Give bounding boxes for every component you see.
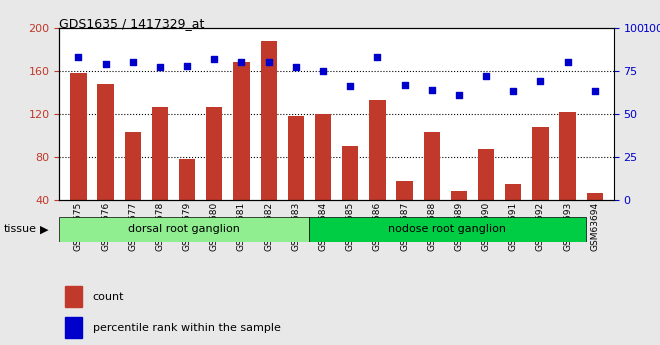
Bar	[206, 107, 222, 243]
Point	[480, 73, 491, 79]
Point	[100, 61, 111, 67]
Text: percentile rank within the sample: percentile rank within the sample	[92, 323, 280, 333]
Point	[562, 59, 573, 65]
Point	[399, 82, 410, 87]
Point	[154, 65, 165, 70]
Bar	[451, 191, 467, 243]
Bar	[179, 159, 195, 243]
Point	[290, 65, 301, 70]
FancyBboxPatch shape	[309, 217, 586, 241]
Text: nodose root ganglion: nodose root ganglion	[389, 225, 506, 234]
Text: tissue: tissue	[3, 225, 36, 234]
Point	[182, 63, 193, 68]
Point	[372, 54, 383, 60]
Text: ▶: ▶	[40, 225, 48, 234]
Bar	[152, 107, 168, 243]
Bar	[288, 116, 304, 243]
Text: GDS1635 / 1417329_at: GDS1635 / 1417329_at	[59, 17, 205, 30]
Bar	[65, 286, 82, 307]
Point	[345, 83, 356, 89]
Bar	[70, 73, 86, 243]
Bar	[234, 62, 249, 243]
Bar	[315, 114, 331, 243]
Bar	[65, 317, 82, 338]
Bar	[98, 84, 114, 243]
Bar	[505, 184, 521, 243]
Bar	[125, 132, 141, 243]
Point	[263, 59, 274, 65]
Point	[73, 54, 84, 60]
Bar	[369, 100, 385, 243]
Point	[589, 89, 600, 94]
Bar	[587, 193, 603, 243]
Point	[535, 78, 546, 84]
Text: dorsal root ganglion: dorsal root ganglion	[128, 225, 240, 234]
Bar	[397, 181, 412, 243]
Point	[453, 92, 464, 98]
Point	[426, 87, 437, 92]
Bar	[532, 127, 548, 243]
Point	[209, 56, 220, 61]
Y-axis label: 100%: 100%	[642, 24, 660, 34]
Point	[317, 68, 328, 73]
Point	[508, 89, 519, 94]
Bar	[261, 41, 277, 243]
Point	[127, 59, 138, 65]
Bar	[478, 149, 494, 243]
Text: count: count	[92, 292, 124, 302]
Bar	[424, 132, 440, 243]
FancyBboxPatch shape	[59, 217, 309, 241]
Point	[236, 59, 247, 65]
Bar	[342, 146, 358, 243]
Bar	[560, 112, 576, 243]
